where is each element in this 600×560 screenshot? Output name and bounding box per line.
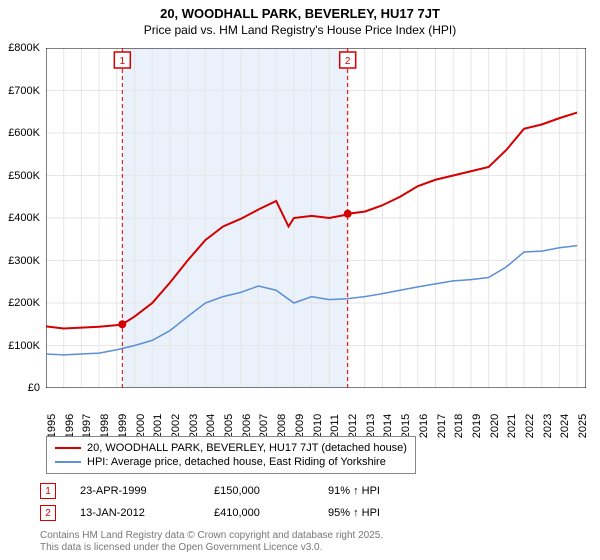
x-tick-label: 2017 (436, 414, 448, 438)
y-tick-label: £400K (8, 212, 40, 224)
x-tick-label: 2008 (276, 414, 288, 438)
footer-attribution: Contains HM Land Registry data © Crown c… (40, 530, 383, 554)
y-tick-label: £500K (8, 170, 40, 182)
y-tick-label: £100K (8, 340, 40, 352)
x-tick-label: 1999 (117, 414, 129, 438)
x-tick-label: 2016 (418, 414, 430, 438)
x-tick-label: 2024 (559, 414, 571, 438)
x-tick-label: 1996 (64, 414, 76, 438)
x-tick-label: 2023 (542, 414, 554, 438)
legend-row: 20, WOODHALL PARK, BEVERLEY, HU17 7JT (d… (55, 441, 407, 455)
sale-marker-box: 1 (40, 483, 56, 499)
chart-title: 20, WOODHALL PARK, BEVERLEY, HU17 7JT (0, 6, 600, 21)
legend-label: 20, WOODHALL PARK, BEVERLEY, HU17 7JT (d… (87, 442, 407, 454)
legend-row: HPI: Average price, detached house, East… (55, 455, 407, 469)
x-tick-label: 2005 (223, 414, 235, 438)
sale-hpi-pct: 91% ↑ HPI (328, 485, 380, 497)
footer-line1: Contains HM Land Registry data © Crown c… (40, 530, 383, 542)
x-tick-label: 2022 (524, 414, 536, 438)
x-tick-label: 2006 (241, 414, 253, 438)
svg-text:1: 1 (120, 56, 126, 67)
x-tick-label: 2012 (347, 414, 359, 438)
sale-date: 13-JAN-2012 (80, 507, 190, 519)
y-axis-labels: £0£100K£200K£300K£400K£500K£600K£700K£80… (0, 48, 44, 388)
sale-date: 23-APR-1999 (80, 485, 190, 497)
chart-svg: 12 (46, 48, 586, 388)
x-tick-label: 2021 (506, 414, 518, 438)
x-tick-label: 2011 (329, 414, 341, 438)
x-axis-labels: 1995 1996 1997 1998 1999 2000 2001 2002 2003 2004… (46, 390, 586, 440)
sale-data-row: 2 13-JAN-2012 £410,000 95% ↑ HPI (40, 502, 380, 524)
legend-label: HPI: Average price, detached house, East… (87, 456, 386, 468)
x-tick-label: 2015 (400, 414, 412, 438)
y-tick-label: £0 (28, 382, 40, 394)
legend-swatch (55, 461, 81, 463)
legend-swatch (55, 447, 81, 449)
svg-text:2: 2 (345, 56, 351, 67)
sale-price: £410,000 (214, 507, 304, 519)
legend-box: 20, WOODHALL PARK, BEVERLEY, HU17 7JT (d… (46, 436, 416, 474)
x-tick-label: 1995 (46, 414, 58, 438)
x-tick-label: 2001 (152, 414, 164, 438)
chart-container: 20, WOODHALL PARK, BEVERLEY, HU17 7JT Pr… (0, 0, 600, 560)
x-tick-label: 1997 (81, 414, 93, 438)
footer-line2: This data is licensed under the Open Gov… (40, 542, 383, 554)
x-tick-label: 2018 (453, 414, 465, 438)
x-tick-label: 2000 (135, 414, 147, 438)
sales-data-table: 1 23-APR-1999 £150,000 91% ↑ HPI 2 13-JAN-201… (40, 480, 380, 524)
y-tick-label: £300K (8, 255, 40, 267)
y-tick-label: £600K (8, 127, 40, 139)
x-tick-label: 2013 (365, 414, 377, 438)
x-tick-label: 2020 (489, 414, 501, 438)
y-tick-label: £700K (8, 85, 40, 97)
x-tick-label: 2010 (312, 414, 324, 438)
sale-hpi-pct: 95% ↑ HPI (328, 507, 380, 519)
x-tick-label: 2009 (294, 414, 306, 438)
x-tick-label: 2019 (471, 414, 483, 438)
x-tick-label: 2007 (258, 414, 270, 438)
chart-subtitle: Price paid vs. HM Land Registry's House … (0, 23, 600, 37)
title-block: 20, WOODHALL PARK, BEVERLEY, HU17 7JT Pr… (0, 0, 600, 37)
y-tick-label: £200K (8, 297, 40, 309)
x-tick-label: 2014 (382, 414, 394, 438)
y-tick-label: £800K (8, 42, 40, 54)
chart-plot-area: 12 (46, 48, 586, 388)
x-tick-label: 1998 (99, 414, 111, 438)
sale-marker-box: 2 (40, 505, 56, 521)
x-tick-label: 2002 (170, 414, 182, 438)
sale-price: £150,000 (214, 485, 304, 497)
x-tick-label: 2025 (577, 414, 589, 438)
x-tick-label: 2003 (188, 414, 200, 438)
sale-data-row: 1 23-APR-1999 £150,000 91% ↑ HPI (40, 480, 380, 502)
x-tick-label: 2004 (205, 414, 217, 438)
